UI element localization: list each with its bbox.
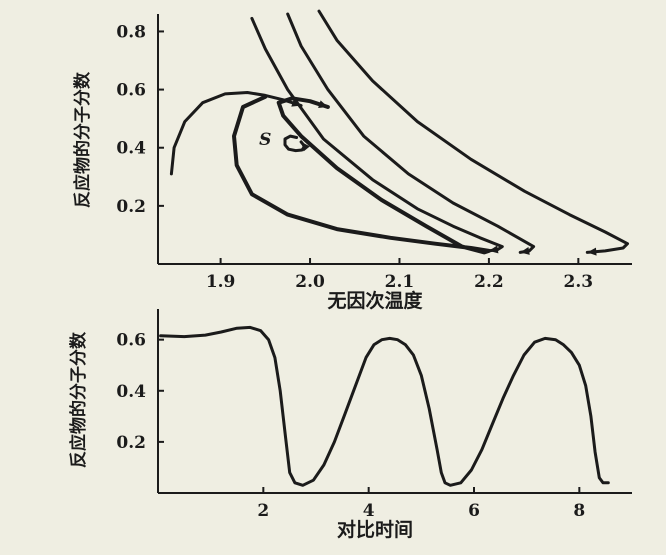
- time-series-plot: 2 4 6 8 0.2 0.4 0.6 对比时间 反应物的分子分数: [68, 309, 632, 541]
- phase-plot: 1.9 2.0 2.1 2.2 2.3 0.2 0.4 0.6 0.8 无因次温度 反应物的分子分数…: [72, 11, 632, 312]
- x-tick-label: 2.0: [295, 272, 325, 292]
- y-tick-label: 0.4: [116, 139, 146, 159]
- y-axis-title: 反应物的分子分数: [68, 331, 89, 468]
- x-tick-label: 4: [363, 501, 375, 521]
- x-tick-label: 1.9: [206, 272, 236, 292]
- y-tick-label: 0.8: [116, 22, 146, 42]
- y-tick-label: 0.2: [116, 433, 146, 453]
- y-tick-label: 0.4: [116, 382, 146, 402]
- y-tick-label: 0.2: [116, 197, 146, 217]
- trajectory-line: [319, 11, 628, 252]
- y-axis-title: 反应物的分子分数: [72, 71, 93, 208]
- y-tick-label: 0.6: [116, 81, 146, 101]
- trajectory-arrowhead: [318, 100, 328, 108]
- trajectory-line: [234, 97, 489, 253]
- x-axis-title: 无因次温度: [327, 289, 423, 312]
- trajectory-arrowhead: [587, 248, 596, 256]
- x-tick-label: 2.2: [474, 272, 504, 292]
- y-tick-label: 0.6: [116, 331, 146, 351]
- x-tick-label: 6: [468, 501, 480, 521]
- x-tick-label: 2.1: [385, 272, 415, 292]
- x-tick-label: 2: [257, 501, 269, 521]
- trajectory-line: [161, 327, 609, 485]
- x-tick-label: 8: [573, 501, 585, 521]
- x-axis-title: 对比时间: [337, 518, 413, 541]
- x-tick-label: 2.3: [564, 272, 594, 292]
- steady-state-label: S: [259, 130, 271, 150]
